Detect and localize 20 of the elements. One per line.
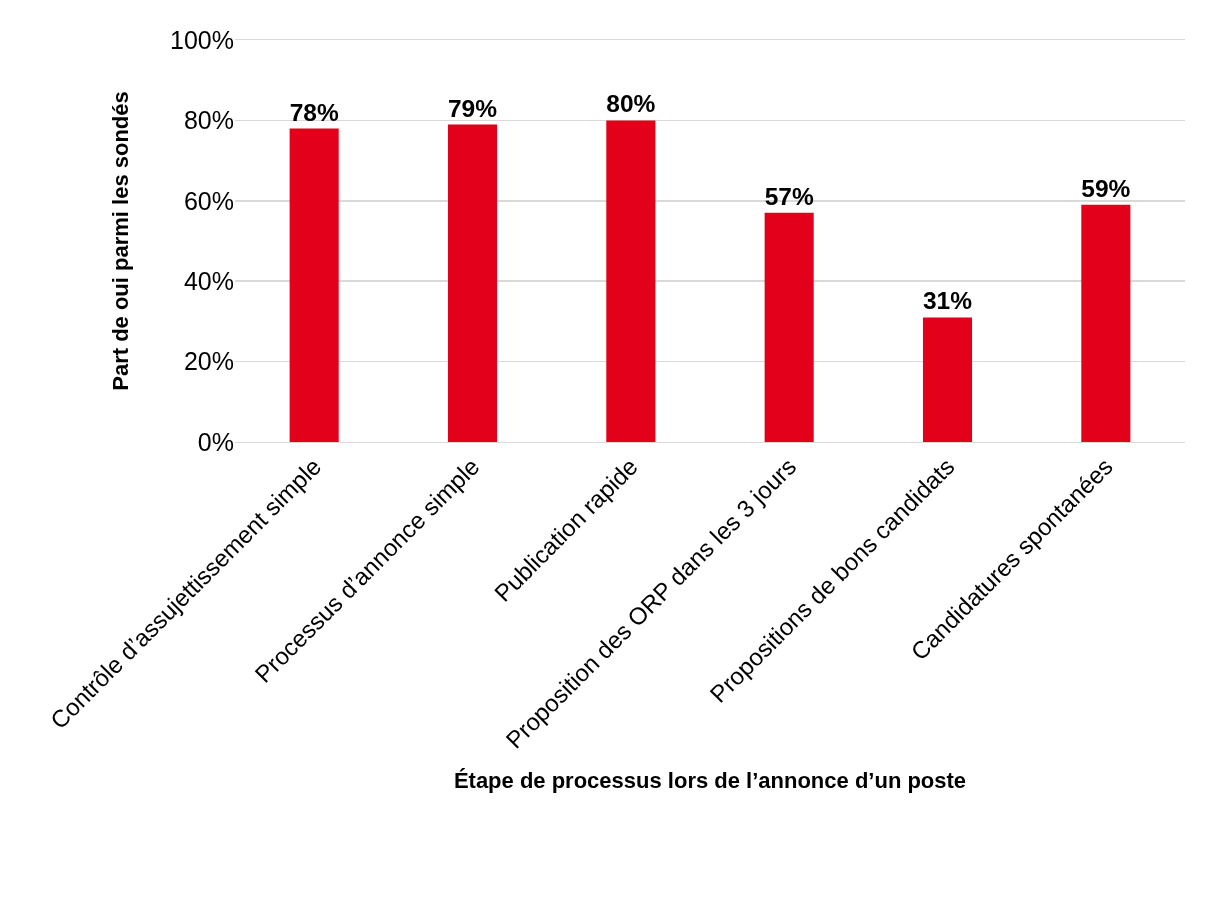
y-tick-label: 20% <box>183 347 234 376</box>
bar <box>764 212 814 442</box>
x-axis-title: Étape de processus lors de l’annonce d’un poste <box>453 768 967 794</box>
bar <box>922 317 973 442</box>
y-tick-label: 80% <box>183 106 234 135</box>
y-tick-label: 100% <box>170 25 234 54</box>
data-label: 78% <box>289 98 339 126</box>
y-axis-title: Part de oui parmi les sondés <box>107 91 133 391</box>
y-tick-label: 60% <box>183 186 234 215</box>
y-tick-label: 0% <box>197 427 234 456</box>
y-tick-label: 40% <box>183 266 234 295</box>
bar <box>289 128 339 442</box>
data-label: 80% <box>606 90 656 118</box>
bar <box>447 124 498 442</box>
data-label: 57% <box>764 182 814 210</box>
data-label: 79% <box>447 94 498 122</box>
data-label: 31% <box>922 287 973 315</box>
data-label: 59% <box>1081 174 1131 202</box>
bar <box>1081 204 1131 442</box>
bar <box>606 120 656 442</box>
